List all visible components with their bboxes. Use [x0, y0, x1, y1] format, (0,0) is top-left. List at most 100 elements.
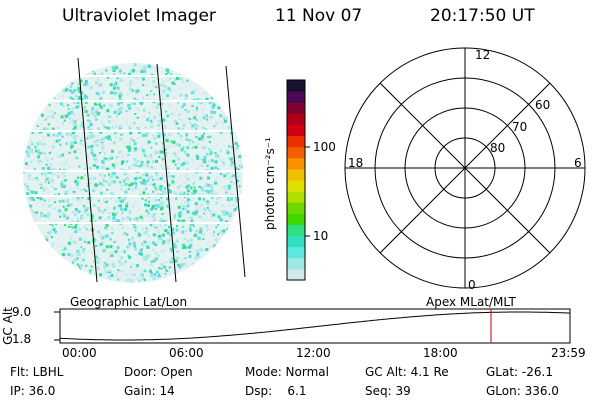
- imager-pixel: [109, 197, 112, 200]
- imager-pixel: [65, 178, 68, 181]
- imager-pixel: [74, 138, 76, 140]
- imager-pixel: [184, 207, 188, 211]
- imager-pixel: [80, 214, 83, 217]
- imager-pixel: [95, 245, 97, 247]
- imager-pixel: [48, 170, 52, 174]
- imager-pixel: [152, 84, 156, 88]
- imager-pixel: [135, 184, 138, 187]
- imager-pixel: [191, 124, 195, 128]
- imager-pixel: [28, 177, 31, 180]
- imager-pixel: [194, 113, 198, 117]
- imager-pixel: [164, 136, 167, 139]
- imager-pixel: [83, 144, 86, 147]
- imager-pixel: [179, 93, 183, 97]
- imager-pixel: [34, 191, 38, 195]
- imager-pixel: [104, 157, 107, 160]
- imager-pixel: [196, 143, 200, 146]
- imager-pixel: [152, 276, 156, 280]
- imager-pixel: [95, 154, 98, 157]
- imager-pixel: [60, 115, 64, 119]
- imager-pixel: [30, 160, 33, 163]
- imager-pixel: [110, 254, 114, 257]
- imager-pixel: [230, 191, 232, 194]
- imager-pixel: [188, 255, 192, 258]
- imager-pixel: [141, 148, 145, 152]
- imager-pixel: [160, 164, 163, 167]
- imager-pixel: [99, 242, 103, 246]
- imager-pixel: [153, 213, 156, 216]
- imager-pixel: [93, 273, 96, 276]
- imager-pixel: [111, 149, 114, 153]
- imager-pixel: [169, 260, 173, 264]
- imager-pixel: [159, 177, 163, 181]
- imager-pixel: [39, 143, 42, 145]
- imager-pixel: [168, 258, 172, 262]
- imager-pixel: [67, 241, 71, 245]
- imager-pixel: [144, 133, 148, 137]
- imager-pixel: [158, 119, 162, 123]
- imager-pixel: [153, 152, 157, 156]
- imager-pixel: [219, 230, 222, 233]
- imager-pixel: [113, 166, 116, 169]
- imager-pixel: [40, 152, 43, 155]
- imager-pixel: [31, 210, 34, 212]
- imager-pixel: [47, 212, 51, 216]
- imager-pixel: [94, 102, 97, 106]
- imager-pixel: [171, 228, 175, 231]
- imager-pixel: [148, 196, 151, 199]
- imager-pixel: [208, 136, 211, 139]
- imager-pixel: [29, 204, 32, 207]
- imager-pixel: [137, 127, 140, 131]
- imager-pixel: [162, 190, 166, 193]
- imager-pixel: [80, 176, 84, 180]
- imager-pixel: [170, 113, 173, 116]
- imager-pixel: [120, 154, 124, 158]
- imager-pixel: [80, 217, 83, 220]
- imager-pixel: [53, 134, 57, 138]
- imager-pixel: [43, 128, 46, 131]
- colorbar-tick-10: 10: [313, 229, 329, 243]
- imager-pixel: [229, 215, 232, 218]
- imager-pixel: [66, 133, 69, 136]
- imager-pixel: [96, 188, 99, 191]
- imager-pixel: [114, 132, 116, 135]
- imager-pixel: [137, 130, 141, 134]
- imager-pixel: [61, 153, 65, 157]
- imager-pixel: [104, 226, 107, 229]
- imager-pixel: [99, 105, 103, 109]
- imager-pixel: [195, 106, 198, 109]
- imager-pixel: [163, 212, 167, 216]
- imager-pixel: [189, 228, 193, 232]
- imager-pixel: [180, 148, 184, 152]
- imager-pixel: [184, 122, 187, 125]
- imager-pixel: [127, 83, 131, 87]
- imager-pixel: [186, 267, 188, 270]
- imager-pixel: [199, 227, 203, 231]
- imager-pixel: [98, 216, 102, 220]
- imager-pixel: [179, 86, 182, 90]
- imager-pixel: [214, 160, 218, 164]
- imager-pixel: [120, 270, 123, 272]
- imager-pixel: [225, 211, 229, 215]
- imager-pixel: [198, 185, 201, 188]
- scan-gap: [23, 100, 243, 102]
- imager-pixel: [167, 71, 170, 74]
- imager-pixel: [51, 224, 54, 227]
- imager-pixel: [87, 222, 91, 226]
- imager-pixel: [169, 247, 173, 251]
- imager-pixel: [119, 78, 123, 82]
- imager-pixel: [133, 158, 137, 162]
- imager-pixel: [181, 247, 184, 250]
- imager-pixel: [119, 200, 123, 204]
- imager-pixel: [224, 232, 227, 235]
- imager-pixel: [203, 155, 207, 159]
- imager-pixel: [136, 116, 139, 119]
- xtick-1800: 18:00: [423, 346, 458, 360]
- imager-pixel: [165, 219, 168, 222]
- imager-pixel: [203, 145, 207, 149]
- imager-pixel: [182, 208, 185, 211]
- imager-pixel: [142, 114, 146, 118]
- imager-pixel: [182, 213, 186, 217]
- imager-pixel: [40, 186, 43, 189]
